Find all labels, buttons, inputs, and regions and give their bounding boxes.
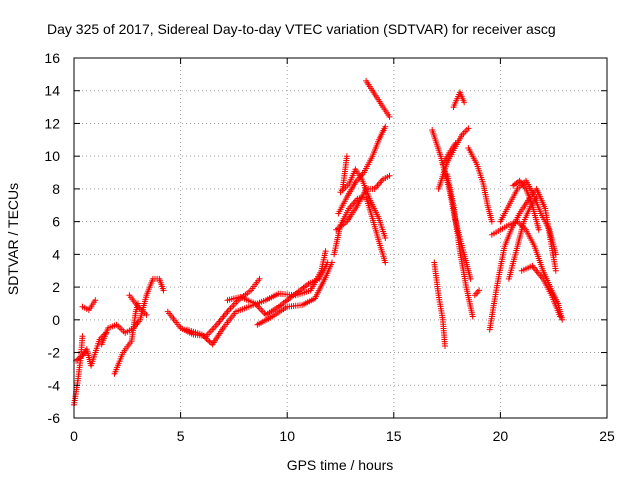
x-axis-ticks: 0 5 10 15 20 25	[70, 58, 615, 444]
plus-markers	[333, 172, 393, 233]
y-tick-label: -2	[48, 345, 61, 361]
x-tick-label: 25	[599, 428, 615, 444]
plus-markers	[224, 259, 331, 318]
data-track	[465, 145, 495, 225]
y-tick-label: 2	[52, 279, 60, 295]
data-track	[510, 177, 542, 233]
plus-markers	[471, 287, 483, 299]
plus-markers	[335, 123, 389, 217]
x-tick-label: 20	[493, 428, 509, 444]
data-track	[333, 172, 393, 233]
data-track	[431, 259, 448, 349]
plus-markers	[450, 89, 468, 111]
data-track	[339, 153, 350, 192]
y-tick-label: 0	[52, 312, 60, 328]
data-track	[439, 140, 459, 168]
data-track	[254, 259, 335, 328]
data-track	[450, 89, 468, 111]
data-track	[486, 185, 559, 333]
plus-markers	[363, 77, 393, 120]
x-tick-label: 15	[386, 428, 402, 444]
data-track	[518, 262, 564, 320]
plus-markers	[71, 333, 86, 408]
x-axis-label: GPS time / hours	[287, 457, 394, 473]
x-tick-label: 5	[177, 428, 185, 444]
plus-markers	[126, 292, 150, 318]
plus-markers	[111, 300, 141, 377]
plus-markers	[518, 262, 564, 320]
y-tick-label: 10	[44, 148, 60, 164]
y-tick-label: 16	[44, 50, 60, 66]
plus-markers	[439, 140, 459, 168]
y-tick-label: 6	[52, 214, 60, 230]
plus-markers	[444, 171, 476, 320]
y-axis-label: SDTVAR / TECUs	[5, 183, 21, 295]
data-track	[435, 125, 472, 192]
plot-frame	[73, 57, 608, 419]
plus-markers	[254, 259, 335, 328]
data-track	[471, 287, 483, 299]
chart-title: Day 325 of 2017, Sidereal Day-to-day VTE…	[47, 21, 556, 37]
data-track	[79, 297, 99, 313]
plus-markers	[79, 297, 99, 313]
y-tick-label: 8	[52, 181, 60, 197]
data-track	[184, 248, 329, 348]
data-track	[71, 333, 86, 408]
y-axis-ticks: -6 -4 -2 0 2 4 6 8 10 12 14 16	[44, 50, 607, 426]
x-tick-label: 0	[70, 428, 78, 444]
plus-markers	[339, 153, 350, 192]
data-points	[71, 77, 566, 408]
data-track	[444, 171, 476, 320]
plus-markers	[337, 166, 389, 241]
data-track	[335, 123, 389, 217]
y-tick-label: 14	[44, 83, 60, 99]
plus-markers	[435, 125, 472, 192]
data-track	[337, 166, 389, 241]
data-track	[111, 300, 141, 377]
y-tick-label: 12	[44, 115, 60, 131]
y-tick-label: -6	[48, 410, 61, 426]
data-track	[363, 77, 393, 120]
plus-markers	[510, 177, 542, 233]
data-track	[126, 292, 150, 318]
plus-markers	[486, 185, 559, 333]
data-track	[224, 259, 331, 318]
y-tick-label: -4	[48, 377, 61, 393]
plus-markers	[465, 145, 495, 225]
plus-markers	[431, 259, 448, 349]
y-tick-label: 4	[52, 246, 60, 262]
x-tick-label: 10	[279, 428, 295, 444]
plus-markers	[184, 248, 329, 348]
